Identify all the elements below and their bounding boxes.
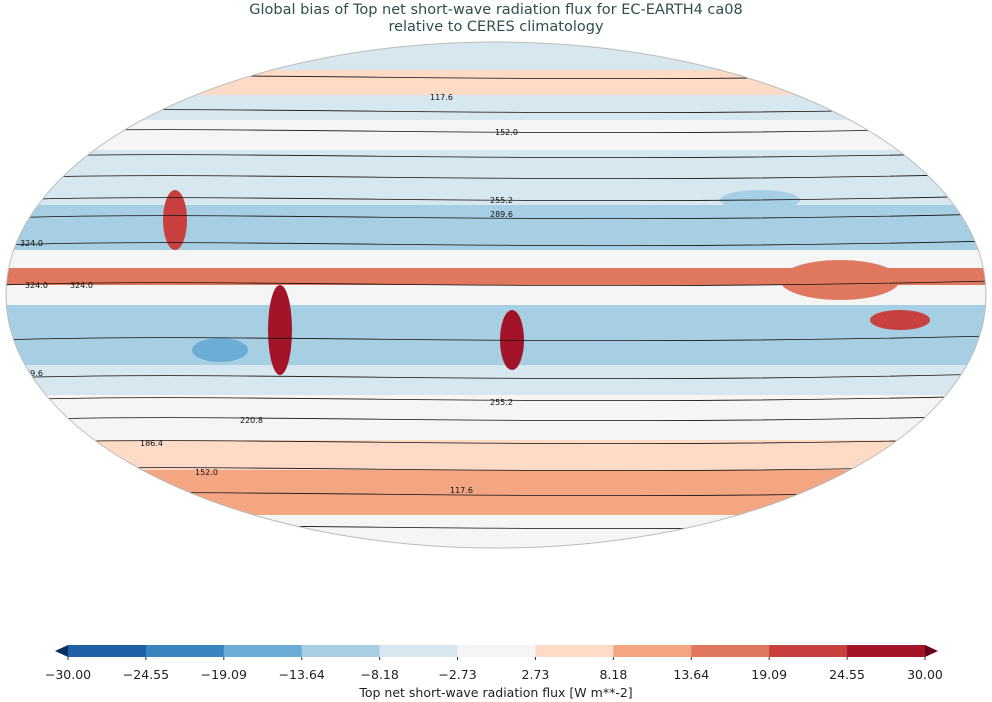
contour-label: 289.6 — [20, 369, 43, 378]
colorbar-segment — [691, 645, 770, 657]
colorbar-segment — [379, 645, 459, 657]
bias-feature — [870, 310, 930, 330]
map-boundary — [5, 41, 987, 549]
contour-label: 324.0 — [70, 281, 93, 290]
bias-feature — [163, 190, 187, 250]
colorbar-segment — [769, 645, 848, 657]
colorbar-tick-label: −19.09 — [200, 667, 247, 682]
contour-line — [6, 173, 986, 180]
contour-line — [6, 415, 986, 422]
bias-band — [6, 268, 986, 285]
contour-line — [6, 152, 986, 159]
colorbar-tick-label: 19.09 — [751, 667, 788, 682]
contour-label: 255.2 — [490, 196, 513, 205]
contour-label: 289.6 — [490, 210, 513, 219]
bias-band — [6, 365, 986, 395]
bias-band — [6, 305, 986, 335]
title-line-2: relative to CERES climatology — [388, 19, 604, 35]
plot-title: Global bias of Top net short-wave radiat… — [0, 2, 992, 36]
colorbar-segment — [145, 645, 225, 657]
contour-line — [6, 280, 986, 287]
contour-line — [6, 240, 986, 247]
bias-feature — [780, 260, 900, 300]
contour-line — [6, 213, 986, 220]
colorbar-tick-label: −30.00 — [44, 667, 92, 682]
colorbar-under-arrow — [55, 645, 68, 657]
contour-label: 255.2 — [490, 398, 513, 407]
colorbar-over-arrow — [925, 645, 938, 657]
colorbar-tick-label: 2.73 — [521, 667, 550, 682]
contour-label: 117.6 — [430, 93, 453, 102]
colorbar-tick-label: 30.00 — [907, 667, 943, 682]
bias-band — [6, 250, 986, 268]
colorbar-segment — [301, 645, 381, 657]
contour-line — [6, 438, 986, 445]
contour-label: 324.0 — [25, 281, 48, 290]
contour-label: 220.8 — [240, 416, 263, 425]
bias-feature — [192, 338, 248, 362]
bias-band — [6, 440, 986, 470]
colorbar-tick-label: 13.64 — [673, 667, 710, 682]
colorbar-tick-label: 24.55 — [829, 667, 865, 682]
colorbar-segment — [223, 645, 303, 657]
colorbar-segment — [457, 645, 536, 657]
colorbar-segment — [847, 645, 926, 657]
contour-label: 152.0 — [195, 468, 218, 477]
colorbar-tick-label: −13.64 — [278, 667, 325, 682]
contour-line — [6, 373, 986, 380]
colorbar-tick-label: −24.55 — [122, 667, 170, 682]
contour-line — [6, 195, 986, 202]
colorbar-tick-label: −2.73 — [438, 667, 477, 682]
bias-band — [6, 120, 986, 150]
colorbar-tick-label: 8.18 — [599, 667, 628, 682]
contour-line — [6, 335, 986, 342]
contour-line — [6, 395, 986, 402]
bias-feature — [268, 285, 292, 375]
contour-label: 117.6 — [450, 486, 473, 495]
title-line-1: Global bias of Top net short-wave radiat… — [249, 2, 743, 18]
bias-map: 83.283.2117.6117.6152.0152.0186.4186.422… — [5, 41, 987, 549]
colorbar-segment — [68, 645, 147, 657]
colorbar-segment — [535, 645, 614, 657]
colorbar-label: Top net short-wave radiation flux [W m**… — [359, 685, 633, 700]
bias-band — [6, 285, 986, 305]
contour-label: 152.0 — [495, 128, 518, 137]
colorbar-tick-label: −8.18 — [360, 667, 399, 682]
colorbar-segment — [613, 645, 692, 657]
contour-label: 324.0 — [20, 239, 43, 248]
contour-label: 186.4 — [140, 439, 163, 448]
